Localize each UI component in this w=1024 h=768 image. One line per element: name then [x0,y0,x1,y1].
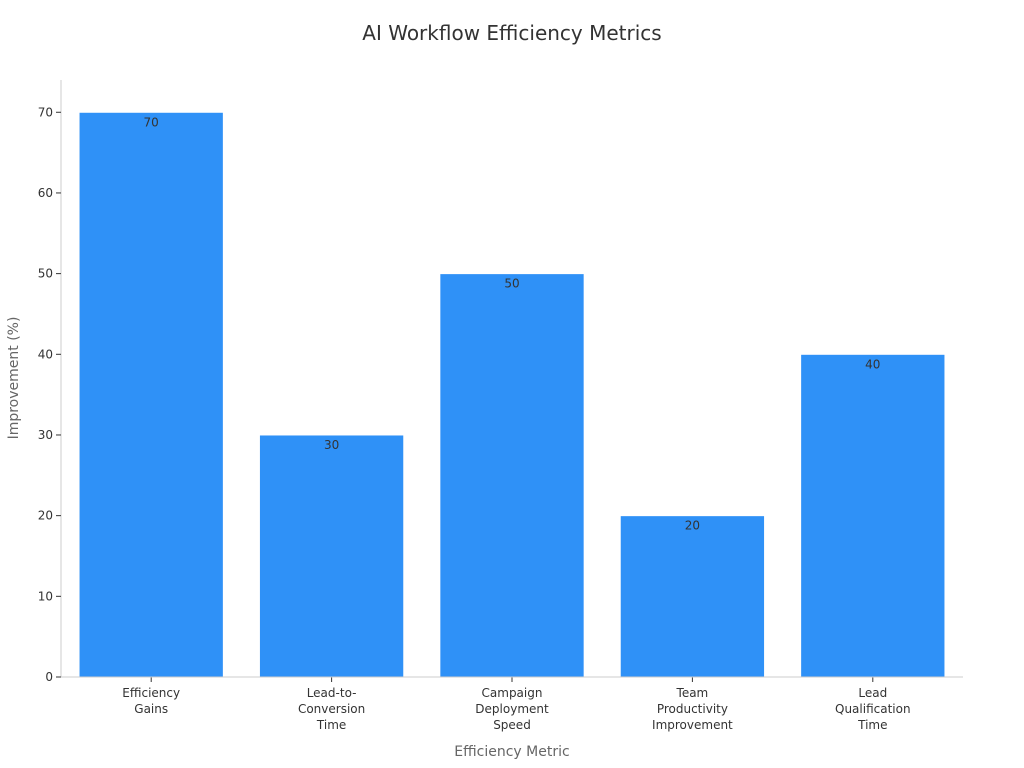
bar-value-label: 40 [865,357,880,371]
x-tick-label: Efficiency Gains [122,686,180,716]
bar [619,515,766,678]
bar-value-label: 50 [504,277,519,291]
y-tick-label: 60 [38,186,53,200]
y-tick-label: 30 [38,428,53,442]
y-tick-label: 0 [45,670,53,684]
y-axis-title: Improvement (%) [6,317,22,440]
x-tick-label: Campaign Deployment Speed [475,686,549,732]
y-tick-label: 70 [38,105,53,119]
y-tick-label: 40 [38,347,53,361]
bar-value-label: 20 [685,519,700,533]
x-tick-label: Team Productivity Improvement [652,686,733,732]
bar [258,434,405,678]
bar-value-label: 70 [144,115,159,129]
bar [78,111,224,678]
y-tick-label: 50 [38,267,53,281]
x-axis-title: Efficiency Metric [454,744,569,760]
chart-title: AI Workflow Efficiency Metrics [362,21,661,45]
axes-layer: Efficiency Gains Lead-to-Conversion Time Cam… [38,80,963,732]
bar [439,273,585,678]
y-tick-label: 20 [38,509,53,523]
bars-layer: 70 30 50 20 40 [78,111,946,678]
y-tick-label: 10 [38,589,53,603]
x-tick-label: Lead Qualification Time [835,686,911,732]
bar-value-label: 30 [324,438,339,452]
bar [800,353,946,678]
x-tick-label: Lead-to-Conversion Time [298,686,365,732]
